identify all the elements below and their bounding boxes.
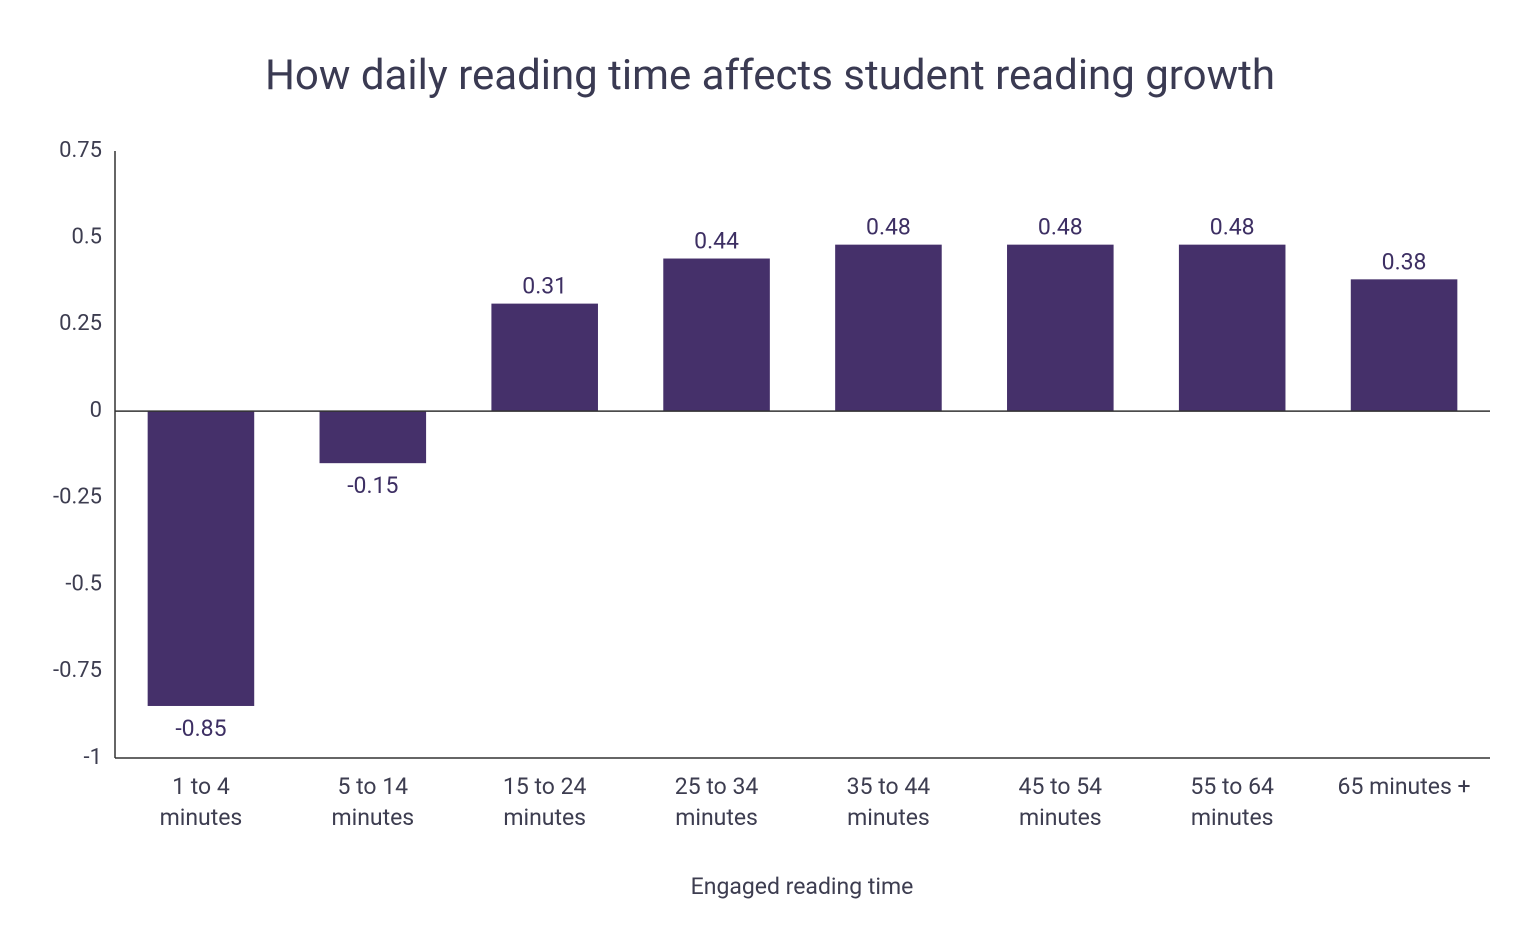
bar xyxy=(835,244,942,412)
y-tick-label: -0.5 xyxy=(65,571,102,596)
x-tick-label: 55 to 64 minutes xyxy=(1190,773,1274,831)
chart-title: How daily reading time affects student r… xyxy=(265,51,1275,100)
value-label: 0.48 xyxy=(1210,214,1255,241)
value-label: 0.48 xyxy=(866,214,911,241)
value-label: 0.38 xyxy=(1382,248,1427,275)
x-tick-label: 45 to 54 minutes xyxy=(1018,773,1103,831)
bar xyxy=(319,411,427,464)
x-tick-label: 65 minutes + xyxy=(1337,773,1471,800)
y-tick-label: 0 xyxy=(90,398,102,423)
x-axis-title: Engaged reading time xyxy=(691,873,914,900)
value-label: -0.85 xyxy=(175,715,226,742)
bar xyxy=(491,303,598,412)
value-label: 0.44 xyxy=(694,228,739,255)
y-tick-label: 0.75 xyxy=(59,138,102,163)
y-tick-label: -1 xyxy=(84,745,102,770)
y-tick-label: -0.25 xyxy=(53,485,102,510)
value-label: 0.31 xyxy=(522,273,567,300)
x-tick-label: 5 to 14 minutes xyxy=(331,773,415,831)
bar xyxy=(1007,244,1114,412)
x-tick-label: 15 to 24 minutes xyxy=(502,773,587,831)
x-tick-label: 1 to 4 minutes xyxy=(159,773,243,831)
value-label: 0.48 xyxy=(1038,214,1083,241)
value-label: -0.15 xyxy=(347,472,398,499)
y-tick-label: 0.5 xyxy=(71,225,102,250)
bar xyxy=(1178,244,1286,412)
y-tick-label: -0.75 xyxy=(53,658,102,683)
y-tick-label: 0.25 xyxy=(59,311,102,336)
bar xyxy=(147,411,255,706)
bar xyxy=(663,258,770,412)
x-tick-label: 35 to 44 minutes xyxy=(846,773,931,831)
bar xyxy=(1350,279,1458,412)
x-tick-label: 25 to 34 minutes xyxy=(674,773,759,831)
